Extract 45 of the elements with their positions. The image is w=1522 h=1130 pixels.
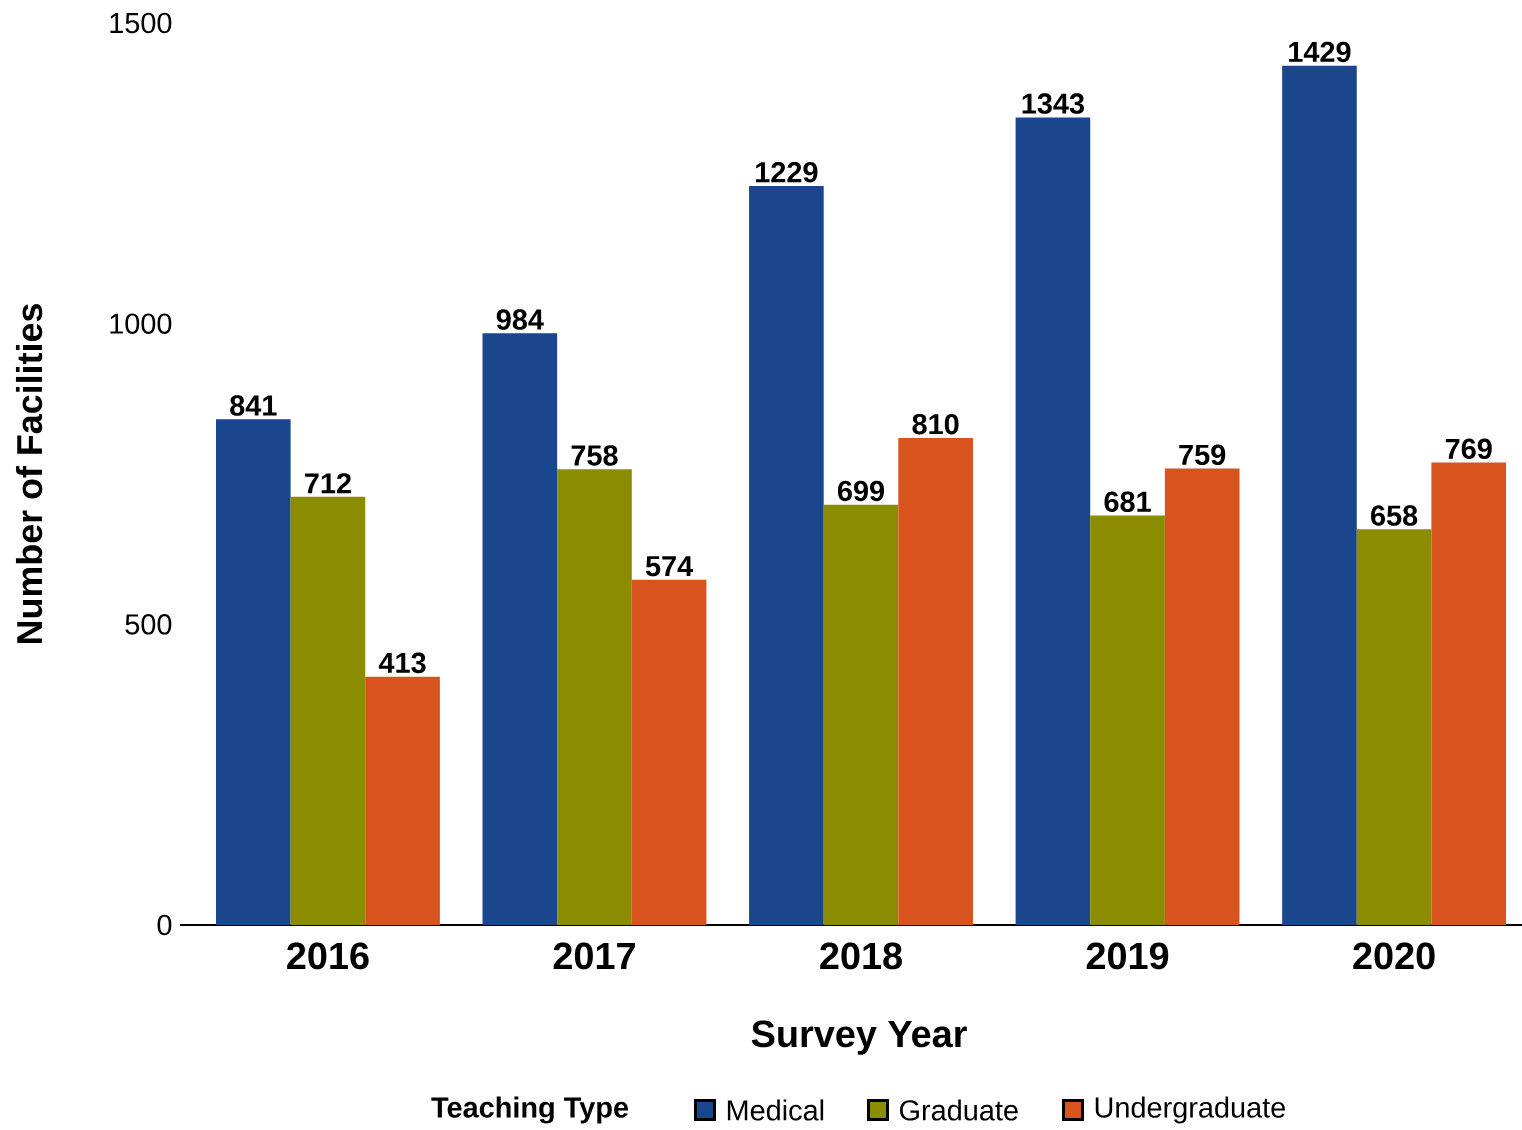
data-label: 574	[645, 556, 694, 577]
x-tick-label: 2019	[1086, 942, 1169, 970]
data-label: 681	[1104, 491, 1151, 512]
bar	[898, 437, 973, 925]
bar	[365, 676, 440, 925]
legend-title: Teaching Type	[431, 1096, 629, 1124]
x-tick-label: 2020	[1353, 942, 1435, 970]
bar	[1015, 117, 1091, 925]
x-axis-title: Survey Year	[751, 1020, 967, 1055]
data-label: 759	[1179, 444, 1226, 466]
bar	[482, 333, 558, 925]
bar	[823, 504, 899, 925]
bar	[215, 419, 291, 925]
legend-label: Undergraduate	[1095, 1096, 1285, 1124]
bar	[1090, 515, 1165, 925]
bar	[1356, 529, 1432, 925]
y-tick-label: 0	[157, 914, 172, 936]
data-label: 413	[378, 652, 426, 674]
legend-label: Graduate	[899, 1099, 1018, 1121]
y-tick-label: 500	[125, 614, 172, 635]
data-label: 1343	[1022, 93, 1085, 114]
bar	[631, 579, 707, 925]
data-label: 758	[571, 445, 618, 466]
data-label: 769	[1445, 438, 1492, 460]
y-tick-label: 1000	[110, 313, 172, 334]
y-axis-title: Number of Facilities	[15, 304, 43, 643]
data-label: 712	[305, 473, 351, 494]
bar	[290, 496, 366, 925]
data-label: 810	[912, 413, 959, 435]
y-tick-label: 1500	[110, 12, 172, 34]
x-tick-label: 2018	[820, 942, 902, 970]
data-label: 658	[1371, 505, 1418, 526]
x-tick-label: 2017	[553, 942, 635, 970]
data-label: 699	[837, 480, 885, 502]
data-label: 1429	[1289, 41, 1351, 63]
data-label: 984	[496, 309, 544, 330]
bar	[1431, 462, 1507, 925]
data-label: 841	[230, 395, 277, 416]
bar	[749, 185, 824, 925]
bar	[1164, 468, 1240, 925]
data-label: 1229	[756, 161, 818, 183]
x-tick-label: 2016	[287, 942, 369, 970]
bar	[1282, 65, 1357, 925]
bar	[557, 469, 632, 925]
legend-label: Medical	[727, 1099, 824, 1121]
